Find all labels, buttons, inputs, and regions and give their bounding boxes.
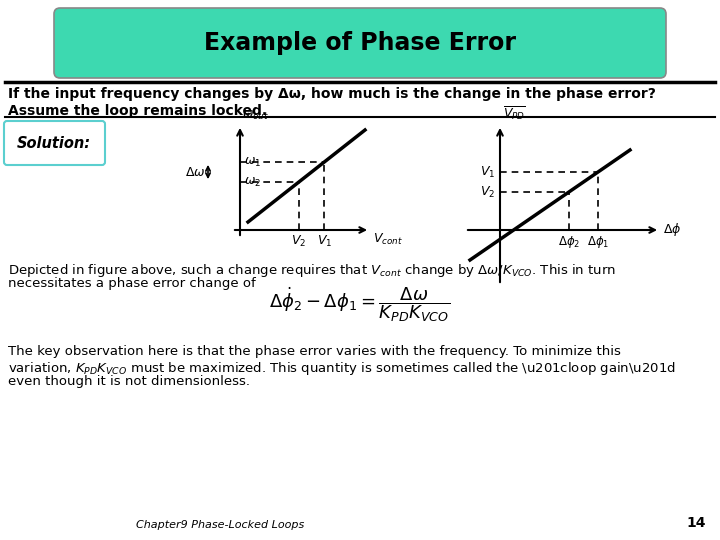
Text: 14: 14 bbox=[686, 516, 706, 530]
Text: $\Delta\phi_1$: $\Delta\phi_1$ bbox=[587, 234, 609, 250]
Text: Solution:: Solution: bbox=[17, 136, 91, 151]
Text: $\omega_{out}$: $\omega_{out}$ bbox=[242, 109, 269, 122]
Text: The key observation here is that the phase error varies with the frequency. To m: The key observation here is that the pha… bbox=[8, 345, 621, 358]
Text: $\overline{V_{PD}}$: $\overline{V_{PD}}$ bbox=[503, 104, 526, 122]
Text: $V_2$: $V_2$ bbox=[292, 234, 307, 249]
Text: $V_{cont}$: $V_{cont}$ bbox=[373, 232, 403, 247]
Text: $\omega_1$: $\omega_1$ bbox=[244, 156, 261, 168]
FancyBboxPatch shape bbox=[54, 8, 666, 78]
Text: Example of Phase Error: Example of Phase Error bbox=[204, 31, 516, 55]
Text: Assume the loop remains locked.: Assume the loop remains locked. bbox=[8, 104, 267, 118]
Text: Chapter9 Phase-Locked Loops: Chapter9 Phase-Locked Loops bbox=[136, 520, 304, 530]
Text: $\Delta\phi$: $\Delta\phi$ bbox=[663, 221, 681, 239]
Text: $V_1$: $V_1$ bbox=[317, 234, 332, 249]
Text: $V_2$: $V_2$ bbox=[480, 185, 495, 200]
Text: $\omega_2$: $\omega_2$ bbox=[244, 176, 261, 188]
Text: necessitates a phase error change of: necessitates a phase error change of bbox=[8, 277, 256, 290]
Text: $\Delta\phi_2$: $\Delta\phi_2$ bbox=[558, 234, 580, 250]
Text: even though it is not dimensionless.: even though it is not dimensionless. bbox=[8, 375, 250, 388]
Text: $\Delta\dot{\phi}_2 - \Delta\phi_1 = \dfrac{\Delta\omega}{K_{PD}K_{VCO}}$: $\Delta\dot{\phi}_2 - \Delta\phi_1 = \df… bbox=[269, 286, 451, 325]
Text: If the input frequency changes by Δω, how much is the change in the phase error?: If the input frequency changes by Δω, ho… bbox=[8, 87, 656, 101]
Text: Depicted in figure above, such a change requires that $V_{cont}$ change by $\Del: Depicted in figure above, such a change … bbox=[8, 262, 616, 279]
Text: $V_1$: $V_1$ bbox=[480, 165, 495, 179]
Text: $\Delta\omega$: $\Delta\omega$ bbox=[184, 165, 205, 179]
Text: variation, $K_{PD}K_{VCO}$ must be maximized. This quantity is sometimes called : variation, $K_{PD}K_{VCO}$ must be maxim… bbox=[8, 360, 676, 377]
FancyBboxPatch shape bbox=[4, 121, 105, 165]
